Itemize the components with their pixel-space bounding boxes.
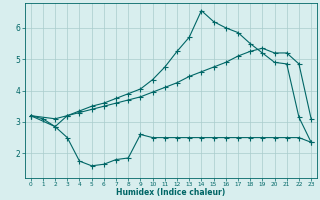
X-axis label: Humidex (Indice chaleur): Humidex (Indice chaleur): [116, 188, 226, 197]
